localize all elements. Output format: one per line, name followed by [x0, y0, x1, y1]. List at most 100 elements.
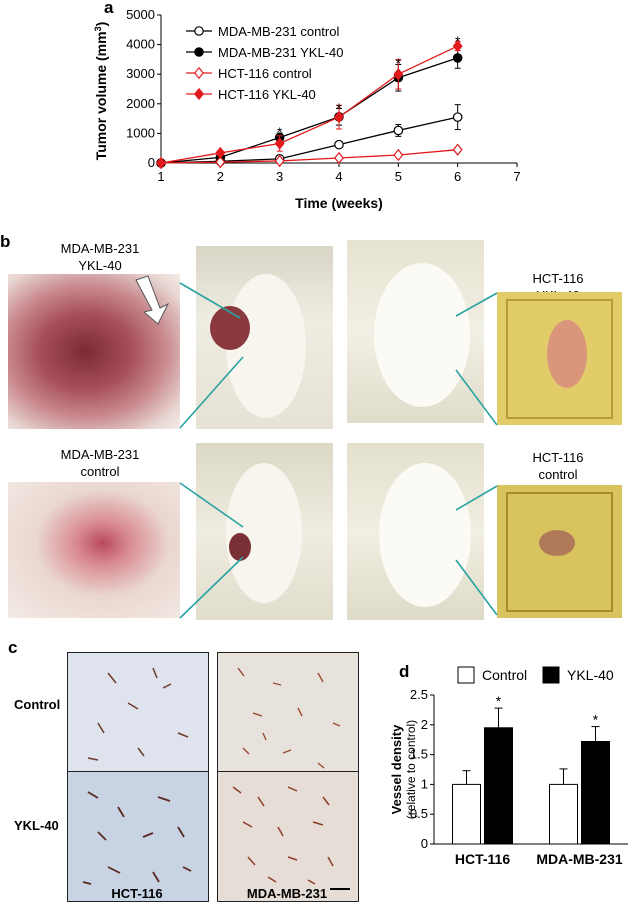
data-point [156, 156, 166, 170]
category-label: MDA-MB-231 [536, 851, 623, 867]
significance-asterisk: * [396, 55, 402, 71]
vessel-stain-icon [237, 667, 341, 769]
row-label-control: Control [14, 697, 61, 712]
data-point [452, 53, 463, 63]
micrograph-hct-ykl40 [67, 771, 209, 902]
legend-entry: Control [457, 666, 527, 684]
data-point [393, 148, 404, 162]
significance-asterisk: * [277, 124, 283, 140]
series-line [160, 149, 458, 164]
x-tick-label: 2 [217, 169, 224, 184]
legend-marker [194, 26, 204, 36]
white-arrow-icon [135, 275, 170, 325]
micrograph-mda-ykl40 [217, 771, 359, 902]
y-tick-label: 2000 [126, 96, 155, 111]
mouse-shape-icon [374, 263, 470, 407]
photo-hct-control-mouse [347, 443, 484, 620]
label-hct-control: HCT-116 control [508, 449, 608, 483]
bar [581, 740, 610, 845]
label-mda-control-line1: MDA-MB-231 [60, 447, 140, 462]
x-axis-title: Time (weeks) [295, 195, 383, 211]
legend-label: MDA-MB-231 control [218, 24, 339, 39]
y-tick-label: 4000 [126, 37, 155, 52]
y-tick-label: 2.5 [410, 687, 428, 702]
photo-hct-ykl40-mouse [347, 240, 484, 423]
legend-entry: MDA-MB-231 YKL-40 [186, 45, 343, 60]
tumor-cassette-icon [506, 299, 613, 419]
legend-label: HCT-116 YKL-40 [218, 87, 316, 102]
data-point [452, 112, 463, 122]
legend-marker [194, 66, 204, 80]
y-tick-label: 2 [421, 717, 428, 732]
tumor-cassette-icon [506, 492, 613, 612]
label-mda-ykl40-line2: YKL-40 [78, 258, 122, 273]
column-label-mda-mb-231: MDA-MB-231 [246, 886, 328, 901]
tumor-volume-line-chart: 1 2 3 4 5 6 7 0 1000 2000 3000 4000 5000 Time (weeks)… [93, 7, 521, 211]
legend-label: HCT-116 control [218, 66, 312, 81]
tumor-volume-axes: 1 2 3 4 5 6 7 0 1000 2000 3000 4000 5000 Time (weeks)… [93, 7, 521, 211]
category-label: HCT-116 [455, 851, 510, 867]
legend-label: YKL-40 [567, 667, 614, 683]
legend-marker [194, 47, 204, 57]
y-tick-label: 3000 [126, 66, 155, 81]
label-mda-control: MDA-MB-231 control [40, 446, 160, 480]
y-tick-label: 0.5 [410, 806, 428, 821]
mouse-shape-icon [226, 463, 302, 603]
y-tick-label: 1 [421, 776, 428, 791]
y-tick-label: 0 [421, 836, 428, 851]
x-tick-label: 1 [157, 169, 164, 184]
series-line [160, 45, 458, 164]
mouse-shape-icon [379, 463, 471, 607]
vessel-stain-icon [232, 786, 350, 890]
legend-swatch [542, 666, 560, 684]
tumor-volume-series: * * * * [156, 33, 463, 170]
label-mda-ykl40-line1: MDA-MB-231 [60, 241, 140, 256]
x-tick-label: 5 [395, 169, 402, 184]
vessel-density-bars: * HCT-116 * MDA-MB-231 [452, 693, 623, 867]
legend-entry: HCT-116 YKL-40 [186, 87, 316, 102]
label-hct-ykl40-line1: HCT-116 [532, 271, 584, 286]
data-point [334, 139, 344, 150]
bar [484, 727, 513, 845]
legend-entry: YKL-40 [542, 666, 614, 684]
data-point [393, 68, 404, 81]
series-2 [156, 143, 463, 170]
data-point [215, 155, 226, 169]
y-tick-label: 5000 [126, 7, 155, 22]
data-point [274, 154, 285, 168]
vessel-stain-icon [82, 791, 192, 885]
bar [549, 783, 578, 845]
vessel-density-legend: Control YKL-40 [457, 666, 614, 684]
vessel-density-bar-chart: 0 0.5 1 1.5 2 2.5 Vessel density (relative to c… [389, 666, 628, 867]
x-tick-label: 6 [454, 169, 461, 184]
y-tick-label: 0 [148, 155, 155, 170]
y-tick-label: 1000 [126, 125, 155, 140]
significance-asterisk: * [593, 712, 599, 728]
bar [452, 783, 481, 845]
data-point [215, 146, 226, 160]
legend-label: Control [482, 667, 527, 683]
mouse-shape-icon [210, 274, 306, 418]
micrograph-mda-control [217, 652, 359, 783]
legend-swatch [457, 666, 475, 684]
legend-entry: HCT-116 control [186, 66, 312, 81]
vessel-stain-icon [87, 667, 189, 761]
data-point [334, 110, 344, 124]
photo-hct-ykl40-tumor [497, 292, 622, 425]
panel-letter-b: b [0, 232, 11, 251]
series-line [160, 57, 458, 164]
significance-asterisk: * [336, 100, 342, 116]
label-mda-ykl40: MDA-MB-231 YKL-40 [40, 240, 160, 274]
label-hct-control-line1: HCT-116 [532, 450, 584, 465]
data-point [393, 125, 404, 136]
micrograph-hct-control [67, 652, 209, 783]
panel-letter-d: d [399, 662, 410, 681]
row-label-ykl40: YKL-40 [14, 818, 59, 833]
data-point [274, 137, 285, 150]
label-hct-control-line2: control [538, 467, 578, 482]
x-tick-label: 7 [513, 169, 520, 184]
data-point [452, 39, 463, 53]
significance-asterisk: * [496, 693, 502, 709]
series-line [160, 116, 458, 164]
column-label-hct116: HCT-116 [111, 886, 163, 901]
